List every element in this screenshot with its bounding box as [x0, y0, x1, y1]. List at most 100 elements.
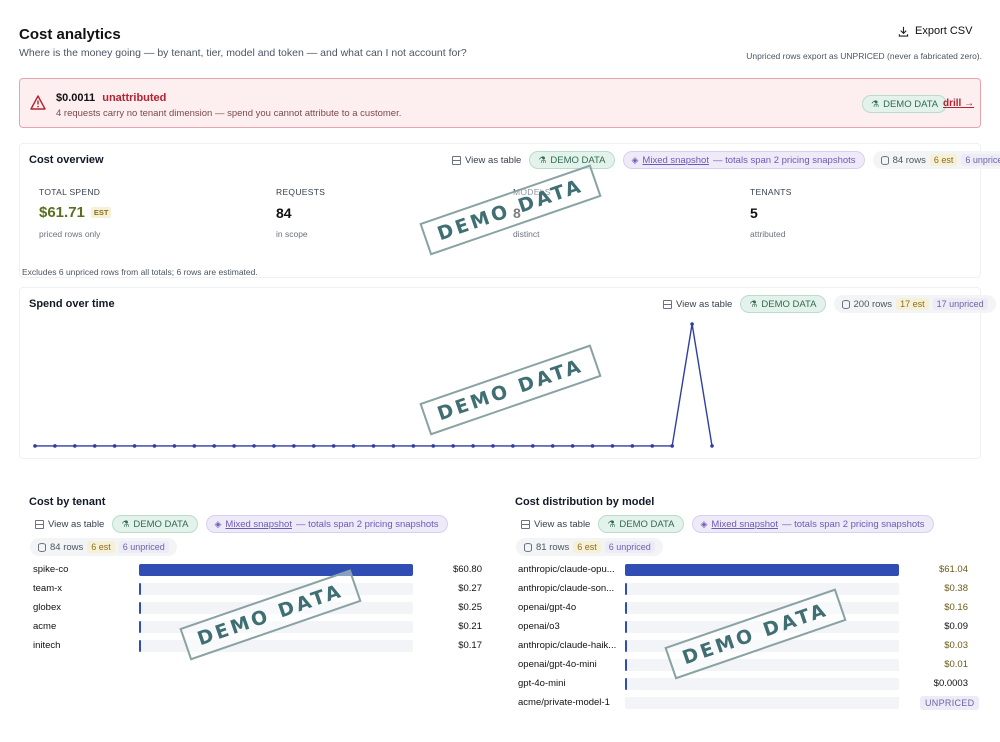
bar-track[interactable]: [139, 621, 413, 633]
unattributed-alert: $0.0011 unattributed 4 requests carry no…: [19, 78, 981, 128]
spend-point[interactable]: [252, 444, 256, 448]
spend-point[interactable]: [610, 444, 615, 448]
stat-label-tenants: TENANTS: [750, 187, 792, 197]
spend-point[interactable]: [272, 444, 276, 448]
bar-value: $0.25: [458, 602, 482, 613]
bar-value: $60.80: [452, 564, 482, 575]
demo-data-badge: ⚗ DEMO DATA: [598, 515, 684, 533]
stat-sub-models: distinct: [513, 229, 540, 239]
bar-track[interactable]: [625, 678, 899, 690]
bar-value: $0.38: [944, 583, 968, 594]
spend-point[interactable]: [371, 444, 376, 448]
row-count-badge: 200 rows 17 est 17 unpriced: [833, 295, 996, 313]
view-as-table-button[interactable]: View as table: [663, 299, 732, 310]
bar-fill: [625, 564, 899, 576]
bar-track[interactable]: [625, 697, 899, 709]
stat-sub-tenants: attributed: [750, 229, 786, 239]
spend-point[interactable]: [351, 444, 356, 448]
bar-track[interactable]: [625, 583, 899, 595]
model-toolbar: View as table ⚗ DEMO DATA ◈ Mixed snapshot…: [521, 515, 934, 533]
bar-track[interactable]: [625, 564, 899, 576]
bar-label: acme: [33, 621, 57, 632]
spend-point[interactable]: [152, 444, 157, 448]
spend-over-time-card: [19, 287, 981, 459]
spend-point[interactable]: [212, 444, 217, 448]
view-as-table-button[interactable]: View as table: [35, 519, 104, 530]
spend-point[interactable]: [232, 444, 236, 448]
view-as-table-button[interactable]: View as table: [452, 155, 521, 166]
bar-track[interactable]: [625, 621, 899, 633]
bar-value: $0.01: [944, 659, 968, 670]
flask-icon: ⚗: [538, 154, 547, 165]
bar-label: openai/o3: [518, 621, 560, 632]
spend-point[interactable]: [33, 444, 37, 448]
spend-point[interactable]: [311, 444, 316, 448]
stat-label-requests: REQUESTS: [276, 187, 326, 197]
spend-point[interactable]: [690, 322, 694, 326]
stat-value-requests: 84: [276, 205, 292, 221]
stat-value-tenants: 5: [750, 205, 758, 221]
flask-icon: ⚗: [871, 98, 880, 109]
spend-point[interactable]: [92, 444, 97, 448]
demo-data-badge: ⚗ DEMO DATA: [112, 515, 198, 533]
spend-point[interactable]: [630, 444, 635, 448]
bar-track[interactable]: [139, 583, 413, 595]
spend-point[interactable]: [192, 444, 197, 448]
spend-point[interactable]: [53, 444, 57, 448]
bar-track[interactable]: [139, 602, 413, 614]
alert-demo-badge: ⚗ DEMO DATA: [862, 95, 948, 113]
mixed-snapshot-badge: ◈ Mixed snapshot — totals span 2 pricing …: [622, 151, 865, 169]
table-icon: [35, 519, 44, 529]
bar-fill: [139, 621, 141, 633]
spend-point[interactable]: [391, 444, 396, 448]
spend-point[interactable]: [570, 444, 575, 448]
spend-point[interactable]: [491, 444, 495, 448]
cost-overview-title: Cost overview: [29, 154, 104, 166]
bar-fill: [625, 583, 627, 595]
bar-track[interactable]: [625, 640, 899, 652]
spend-point[interactable]: [172, 444, 177, 448]
database-icon: [880, 155, 889, 165]
spend-point[interactable]: [530, 444, 535, 448]
view-as-table-button[interactable]: View as table: [521, 519, 590, 530]
bar-track[interactable]: [625, 659, 899, 671]
spend-point[interactable]: [511, 444, 515, 448]
warning-icon: [30, 95, 46, 110]
bar-value: $0.21: [458, 621, 482, 632]
bar-track[interactable]: [625, 602, 899, 614]
spend-point[interactable]: [331, 444, 336, 448]
spend-point[interactable]: [132, 444, 137, 448]
stat-value-models: 8: [513, 205, 521, 221]
bar-label: spike-co: [33, 564, 69, 575]
bar-label: team-x: [33, 583, 63, 594]
export-note: Unpriced rows export as UNPRICED (never …: [746, 51, 982, 61]
spend-point[interactable]: [471, 444, 475, 448]
spend-point[interactable]: [451, 444, 455, 448]
spend-point[interactable]: [73, 444, 77, 448]
unpriced-badge: UNPRICED: [920, 696, 980, 710]
spend-toolbar: View as table ⚗ DEMO DATA 200 rows 17 est 1…: [663, 295, 996, 313]
table-icon: [452, 155, 461, 165]
bar-fill: [139, 602, 141, 614]
spend-point[interactable]: [292, 444, 296, 448]
bar-track[interactable]: [139, 564, 413, 576]
alert-description: 4 requests carry no tenant dimension — s…: [56, 108, 402, 119]
spend-point[interactable]: [550, 444, 555, 448]
spend-point[interactable]: [710, 444, 714, 448]
bar-label: anthropic/claude-haik...: [518, 640, 617, 651]
bar-label: globex: [33, 602, 61, 613]
spend-point[interactable]: [411, 444, 416, 448]
bar-fill: [625, 602, 627, 614]
spend-point[interactable]: [650, 444, 655, 448]
export-csv-button[interactable]: Export CSV: [898, 25, 972, 37]
page-subtitle: Where is the money going — by tenant, ti…: [19, 47, 467, 59]
bar-track[interactable]: [139, 640, 413, 652]
spend-point[interactable]: [670, 444, 674, 448]
overview-footnote: Excludes 6 unpriced rows from all totals…: [22, 267, 258, 277]
drill-link[interactable]: drill →: [943, 98, 975, 109]
spend-point[interactable]: [431, 444, 436, 448]
spend-point[interactable]: [590, 444, 595, 448]
spend-point[interactable]: [112, 444, 117, 448]
table-icon: [521, 519, 530, 529]
page-title: Cost analytics: [19, 26, 121, 43]
